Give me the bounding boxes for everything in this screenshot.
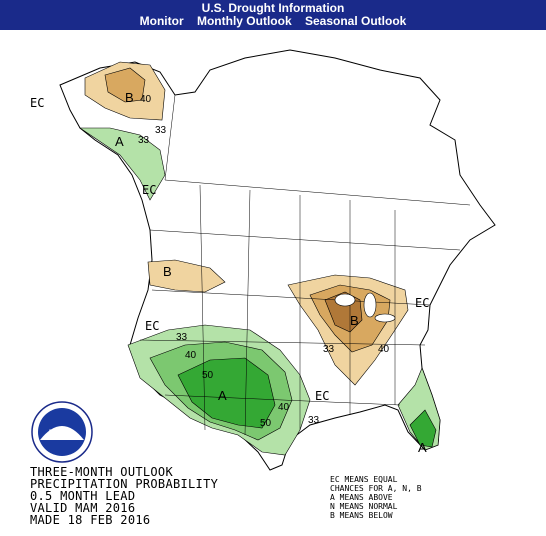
ec-label-south: EC bbox=[315, 389, 329, 403]
contour-50-texas: 50 bbox=[260, 418, 272, 429]
contour-33-midwest: 33 bbox=[323, 344, 335, 355]
contour-33-west: 33 bbox=[176, 332, 188, 343]
nav-monthly-outlook-link[interactable]: Monthly Outlook bbox=[196, 14, 292, 28]
great-lakes bbox=[334, 292, 396, 323]
above-33-alaska-coast bbox=[79, 127, 166, 201]
contour-40-texas: 40 bbox=[278, 402, 290, 413]
above-50-region bbox=[177, 357, 276, 429]
contour-50-west: 50 bbox=[202, 370, 214, 381]
noaa-logo-text: NOAA bbox=[49, 428, 76, 438]
below-label-northwest: B bbox=[163, 264, 172, 279]
outlook-map: EC EC EC EC EC B B B A A A 40 33 33 33 4… bbox=[30, 49, 496, 471]
caption-line: THREE-MONTH OUTLOOK bbox=[30, 465, 173, 479]
nav-seasonal-outlook-link[interactable]: Seasonal Outlook bbox=[304, 14, 407, 28]
header: U.S. Drought Information Monitor Monthly… bbox=[0, 0, 546, 30]
above-label-florida: A bbox=[418, 440, 427, 455]
contour-40-alaska: 40 bbox=[140, 94, 152, 105]
legend-line: CHANCES FOR A, N, B bbox=[330, 484, 422, 493]
contour-33-alaska: 33 bbox=[155, 125, 167, 136]
caption-line: VALID MAM 2016 bbox=[30, 501, 136, 515]
legend-line: B MEANS BELOW bbox=[330, 511, 393, 520]
page-title: U.S. Drought Information bbox=[201, 1, 345, 15]
above-label-southwest: A bbox=[218, 388, 227, 403]
above-label-alaska: A bbox=[115, 134, 124, 149]
map-legend: EC MEANS EQUAL CHANCES FOR A, N, B A MEA… bbox=[330, 475, 422, 520]
legend-line: A MEANS ABOVE bbox=[330, 493, 393, 502]
below-40-alaska bbox=[104, 67, 146, 103]
contour-33-alaska-coast: 33 bbox=[138, 135, 150, 146]
ec-label-east: EC bbox=[415, 296, 429, 310]
below-label-alaska: B bbox=[125, 90, 134, 105]
ec-label-alaska: EC bbox=[30, 96, 44, 110]
state-boundaries bbox=[139, 94, 471, 436]
map-caption: THREE-MONTH OUTLOOK PRECIPITATION PROBAB… bbox=[30, 466, 218, 526]
contour-40-west: 40 bbox=[185, 350, 197, 361]
caption-line: MADE 18 FEB 2016 bbox=[30, 513, 151, 527]
caption-line: 0.5 MONTH LEAD bbox=[30, 489, 136, 503]
above-40-florida bbox=[409, 409, 437, 448]
legend-line: N MEANS NORMAL bbox=[330, 502, 398, 511]
contour-33-texas: 33 bbox=[308, 415, 320, 426]
legend-line: EC MEANS EQUAL bbox=[330, 475, 398, 484]
noaa-logo: NOAA bbox=[31, 401, 93, 463]
nav-monitor-link[interactable]: Monitor bbox=[139, 14, 184, 28]
ec-label-west: EC bbox=[145, 319, 159, 333]
ec-label-northwest: EC bbox=[142, 183, 156, 197]
nav-bar: Monitor Monthly Outlook Seasonal Outlook bbox=[0, 14, 546, 28]
caption-line: PRECIPITATION PROBABILITY bbox=[30, 477, 219, 491]
below-label-midwest: B bbox=[350, 313, 359, 328]
below-33-northwest bbox=[147, 259, 226, 293]
contour-40-midwest: 40 bbox=[378, 344, 390, 355]
